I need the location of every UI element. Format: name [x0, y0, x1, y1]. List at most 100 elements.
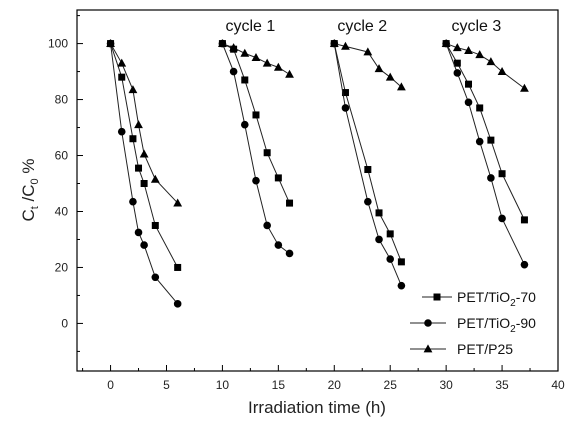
x-tick-label: 35 — [495, 378, 509, 392]
data-point — [174, 263, 182, 271]
data-point — [117, 127, 126, 136]
y-axis-title-sub2: 0 — [29, 178, 41, 184]
data-point — [285, 69, 294, 78]
data-point — [374, 64, 384, 73]
data-point — [218, 38, 227, 47]
cycle-annotation: cycle 1 — [225, 18, 275, 35]
data-point — [452, 43, 462, 52]
data-point — [475, 137, 484, 146]
data-point — [341, 89, 349, 97]
data-point — [364, 166, 372, 174]
y-axis-title-mid: /C — [19, 184, 38, 206]
x-tick-label: 20 — [328, 378, 342, 392]
cycle-annotation: cycle 3 — [451, 18, 501, 35]
data-point — [118, 73, 126, 81]
data-point — [476, 104, 484, 112]
plot-area — [76, 9, 559, 372]
x-tick-label: 15 — [272, 378, 286, 392]
legend-marker — [423, 344, 433, 353]
data-point — [498, 214, 506, 223]
legend-item: PET/P25 — [410, 341, 513, 357]
series-3 — [106, 38, 529, 207]
data-point — [240, 48, 250, 57]
data-point — [240, 120, 249, 129]
data-point — [441, 38, 451, 47]
legend-label-suffix: -90 — [516, 315, 536, 331]
x-axis-title: Irradiation time (h) — [248, 398, 386, 417]
y-axis-title-sub1: t — [29, 206, 41, 209]
data-point — [151, 273, 160, 282]
data-point — [498, 170, 506, 178]
data-point — [263, 221, 271, 230]
data-point — [135, 164, 143, 172]
y-axis-title: Ct /C0 % — [19, 158, 41, 221]
data-point — [396, 82, 406, 91]
data-point — [129, 197, 137, 206]
data-point — [134, 120, 143, 129]
data-point — [453, 59, 461, 67]
data-point — [173, 198, 183, 207]
y-tick-label: 20 — [55, 260, 69, 274]
data-point — [329, 38, 339, 47]
legend-label-text: PET/TiO — [457, 289, 510, 305]
series-line — [333, 43, 402, 286]
data-point — [251, 52, 261, 61]
data-point — [117, 58, 127, 67]
data-point — [465, 80, 473, 88]
data-point — [375, 209, 383, 217]
data-point — [229, 67, 238, 76]
legend-marker — [424, 319, 432, 327]
data-point — [173, 300, 182, 308]
data-point — [274, 174, 282, 182]
data-point — [140, 180, 148, 188]
data-point — [363, 47, 373, 56]
data-point — [385, 72, 395, 81]
legend-item: PET/TiO2-90 — [410, 315, 536, 335]
y-tick-label: 100 — [48, 37, 68, 51]
data-point — [475, 50, 485, 59]
x-tick-label: 30 — [439, 378, 453, 392]
legend: PET/TiO2-70 PET/TiO2-90 PET/P25 — [410, 289, 536, 357]
x-tick-label: 5 — [163, 378, 170, 392]
axis-ticks: 0 5 10 15 20 25 30 35 40 0 20 40 60 80 100 — [48, 15, 565, 392]
data-point — [262, 58, 272, 67]
data-point — [286, 199, 294, 207]
series-line — [333, 43, 402, 263]
data-point — [497, 66, 507, 75]
data-point — [263, 149, 271, 157]
data-point — [134, 228, 143, 237]
y-tick-label: 60 — [55, 149, 69, 163]
y-axis-title-main: C — [19, 209, 38, 221]
data-point — [386, 255, 395, 263]
legend-label-text: PET/P25 — [457, 341, 513, 357]
data-point — [487, 136, 495, 144]
annotations: cycle 1 cycle 2 cycle 3 — [225, 18, 501, 35]
y-axis-title-tail: % — [19, 158, 38, 178]
data-point — [364, 197, 372, 206]
data-point — [397, 258, 405, 266]
data-point — [520, 83, 529, 92]
data-point — [487, 174, 495, 182]
data-point — [252, 111, 260, 119]
cycle-annotation: cycle 2 — [337, 18, 387, 35]
data-point — [285, 249, 294, 258]
series-2 — [106, 39, 529, 308]
x-tick-label: 10 — [216, 378, 230, 392]
y-tick-label: 80 — [55, 93, 69, 107]
data-point — [128, 85, 138, 94]
data-point — [520, 260, 529, 269]
data-point — [151, 221, 159, 229]
data-point — [150, 174, 160, 183]
legend-label: PET/TiO2-90 — [457, 315, 536, 335]
legend-label: PET/P25 — [457, 341, 513, 357]
data-point — [274, 241, 283, 249]
data-point — [139, 149, 149, 158]
legend-label: PET/TiO2-70 — [457, 289, 536, 309]
data-point — [252, 176, 260, 185]
legend-item: PET/TiO2-70 — [422, 289, 536, 309]
data-point — [241, 76, 249, 84]
data-point — [397, 281, 406, 290]
data-point — [229, 43, 239, 52]
data-point — [453, 69, 462, 77]
